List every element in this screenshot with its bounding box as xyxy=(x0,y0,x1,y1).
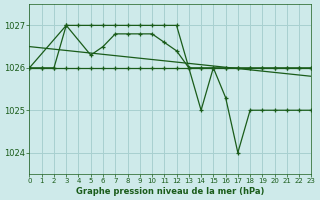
X-axis label: Graphe pression niveau de la mer (hPa): Graphe pression niveau de la mer (hPa) xyxy=(76,187,265,196)
